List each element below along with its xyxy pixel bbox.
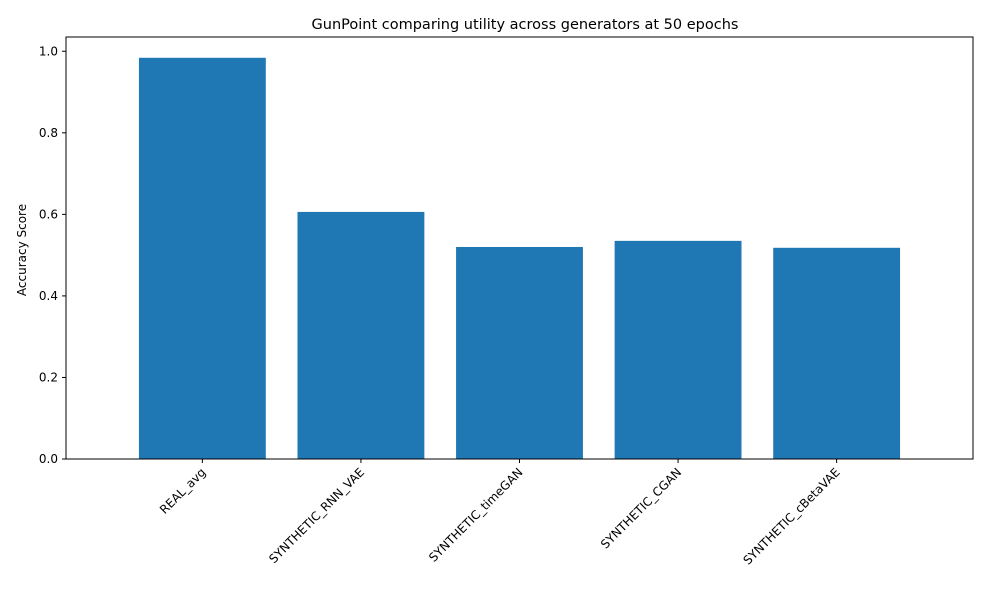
y-tick-label: 0.6	[39, 207, 58, 221]
bar-real-avg	[138, 57, 266, 460]
y-axis-ticks: 0.0 0.2 0.4 0.6 0.8 1.0	[39, 44, 66, 466]
bar-synthetic-timegan	[456, 246, 583, 459]
bar-synthetic-cgan	[614, 240, 742, 459]
y-tick-label: 0.0	[39, 452, 58, 466]
chart-title: GunPoint comparing utility across genera…	[312, 17, 739, 33]
bar-synthetic-cbetavae	[773, 247, 901, 459]
plot-frame	[65, 36, 974, 460]
y-tick-label: 0.2	[39, 370, 58, 384]
y-tick-label: 0.4	[39, 289, 58, 303]
bars	[138, 57, 901, 460]
y-tick-label: 1.0	[39, 44, 58, 58]
y-tick-label: 0.8	[39, 126, 58, 140]
bar-synthetic-rnn-vae	[297, 211, 425, 459]
y-axis-label: Accuracy Score	[15, 204, 29, 296]
